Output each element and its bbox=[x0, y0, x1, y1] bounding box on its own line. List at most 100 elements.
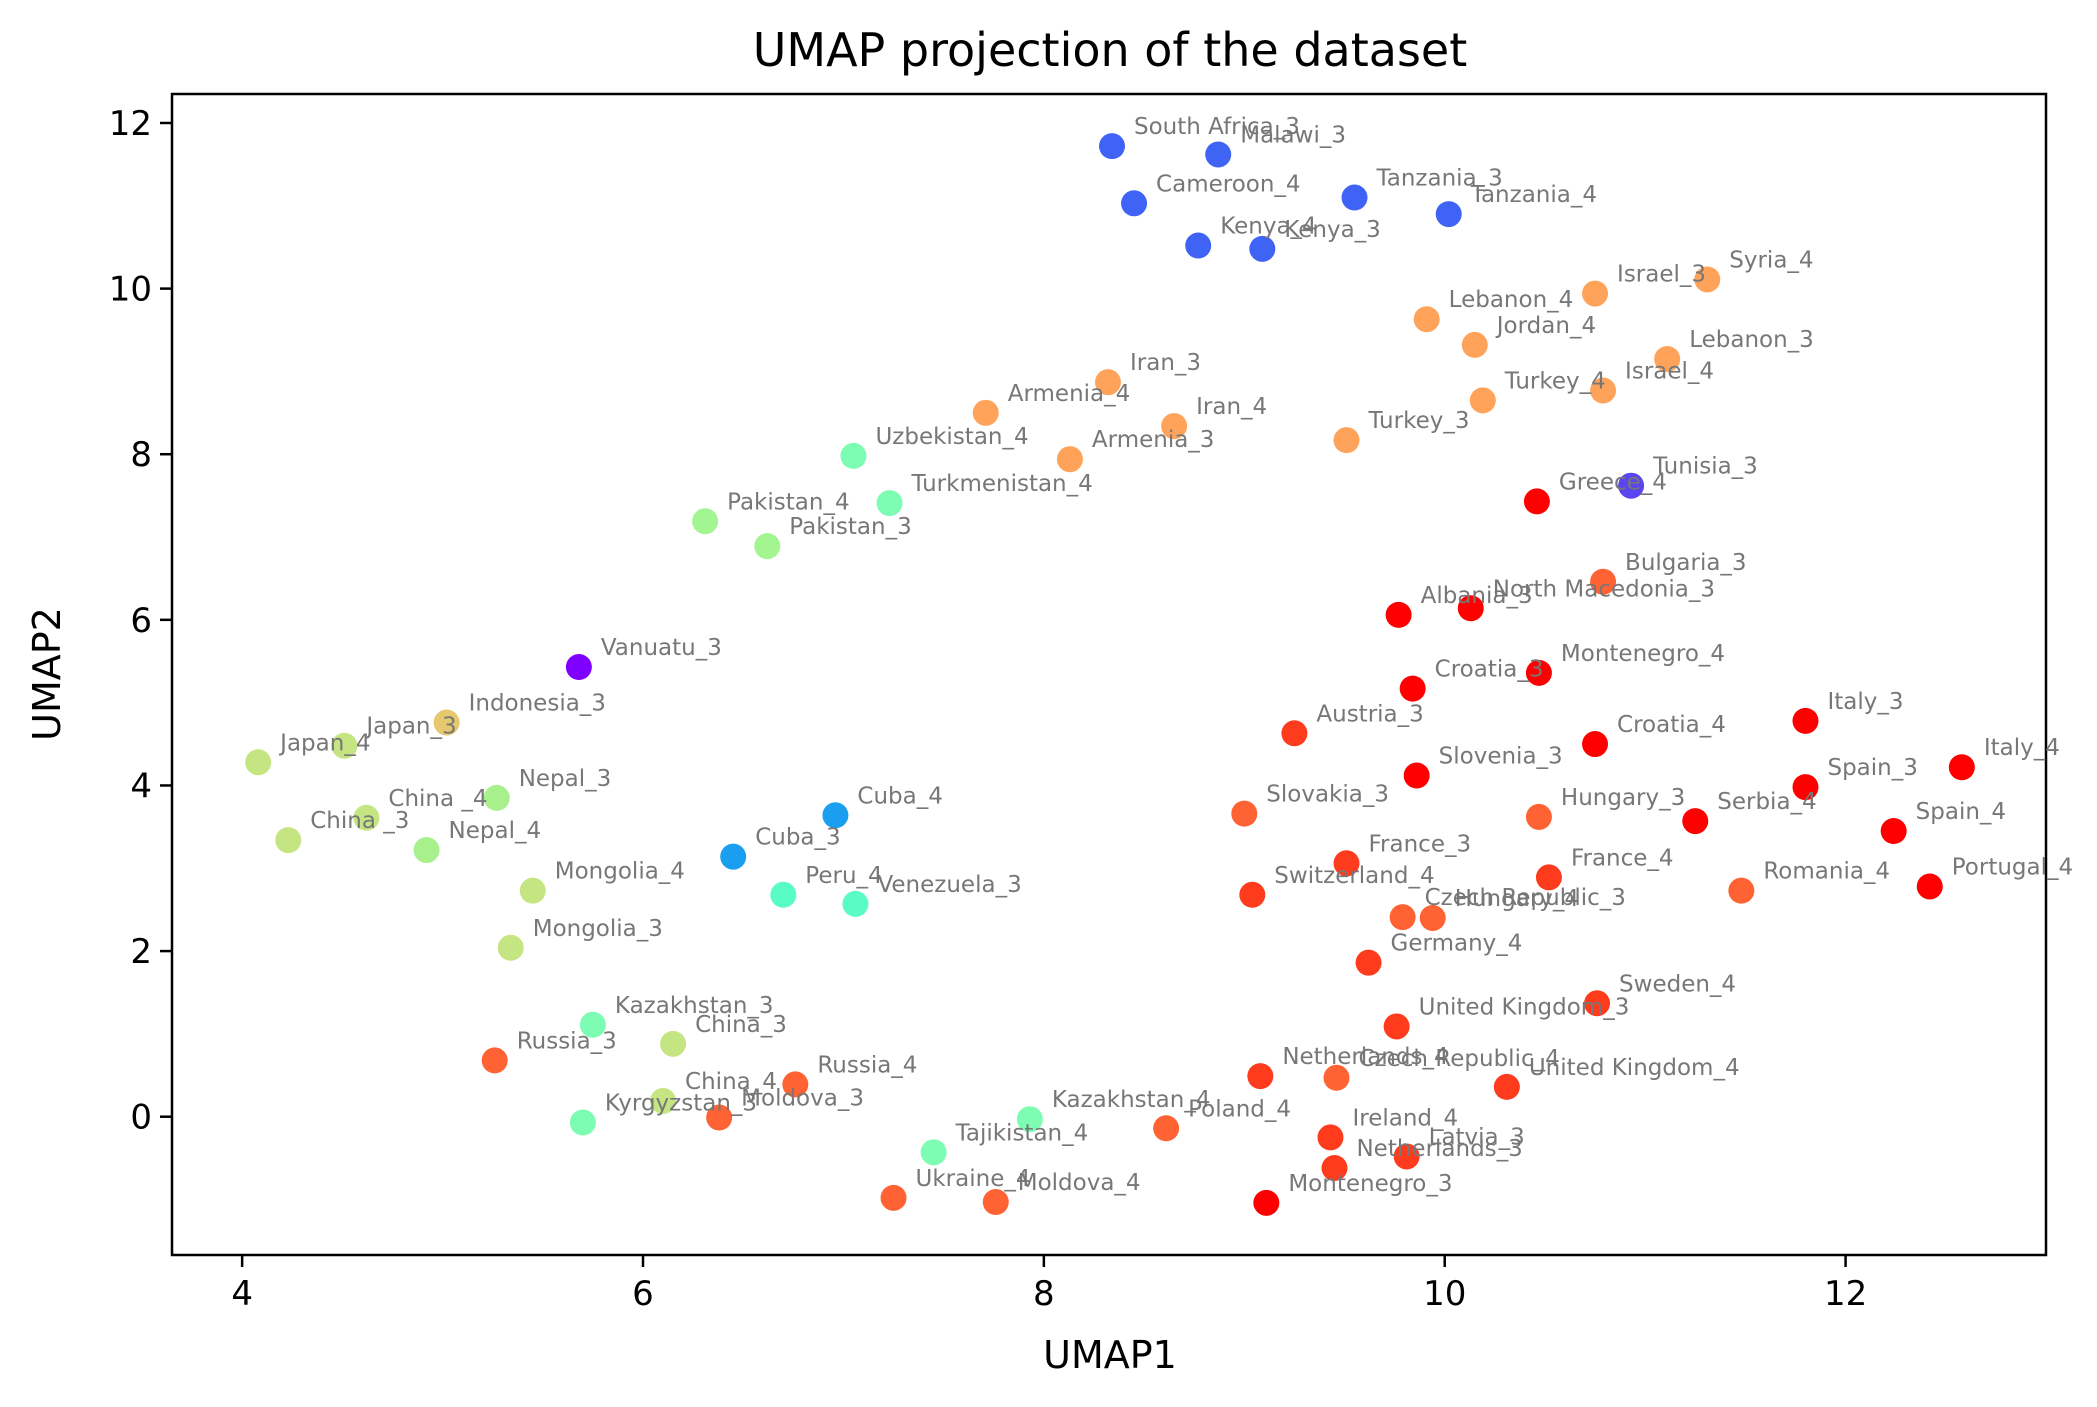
point-label: South Africa_3 bbox=[1134, 114, 1300, 140]
point-label: Russia_4 bbox=[817, 1052, 917, 1078]
point-label: Turkmenistan_4 bbox=[911, 471, 1093, 497]
x-tick-label: 8 bbox=[1033, 1274, 1055, 1314]
point-label: Indonesia_3 bbox=[469, 691, 606, 717]
data-point bbox=[1383, 1013, 1410, 1040]
point-label: Lebanon_3 bbox=[1689, 327, 1814, 353]
data-point bbox=[1792, 774, 1819, 801]
y-tick-label: 10 bbox=[109, 270, 152, 310]
data-point bbox=[1321, 1155, 1348, 1182]
point-label: Tanzania_3 bbox=[1376, 166, 1503, 192]
data-point bbox=[1682, 808, 1709, 835]
data-point bbox=[1355, 949, 1382, 976]
x-tick-label: 12 bbox=[1824, 1274, 1867, 1314]
point-label: Montenegro_3 bbox=[1288, 1171, 1452, 1197]
point-label: Russia_3 bbox=[517, 1028, 617, 1054]
y-axis-label: UMAP2 bbox=[25, 607, 69, 741]
y-axis-ticks: 0 2 4 6 8 10 12 bbox=[109, 104, 172, 1138]
point-label: Israel_3 bbox=[1617, 262, 1706, 288]
point-label: Bulgaria_3 bbox=[1625, 550, 1747, 576]
point-label: Nepal_3 bbox=[519, 766, 612, 792]
data-point bbox=[920, 1139, 947, 1166]
data-point bbox=[1393, 1143, 1420, 1170]
point-label: Italy_3 bbox=[1827, 689, 1903, 715]
data-point bbox=[1099, 133, 1126, 160]
data-point bbox=[1247, 1063, 1274, 1090]
data-point bbox=[1582, 280, 1609, 307]
data-point bbox=[770, 881, 797, 908]
point-label: Jordan_4 bbox=[1495, 313, 1596, 339]
point-label: Mongolia_3 bbox=[533, 916, 663, 942]
point-label: Serbia_4 bbox=[1717, 789, 1816, 815]
point-label: Ireland_4 bbox=[1352, 1105, 1458, 1131]
point-label: Kenya_3 bbox=[1284, 217, 1381, 243]
point-label: Poland_4 bbox=[1188, 1096, 1291, 1122]
point-label: Netherlands_3 bbox=[1356, 1136, 1522, 1162]
point-label: Cameroon_4 bbox=[1156, 171, 1301, 197]
point-label: Moldova_4 bbox=[1018, 1170, 1141, 1196]
point-label: Slovakia_3 bbox=[1266, 782, 1389, 808]
point-label: Croatia_4 bbox=[1617, 712, 1726, 738]
point-label: France_4 bbox=[1571, 845, 1674, 871]
point-label: Lebanon_4 bbox=[1449, 287, 1574, 313]
point-label: Kazakhstan_3 bbox=[615, 993, 774, 1019]
point-label: Ukraine_4 bbox=[916, 1166, 1031, 1192]
point-label: North Macedonia_3 bbox=[1493, 576, 1715, 602]
data-point bbox=[706, 1104, 733, 1131]
point-label: Hungary_3 bbox=[1561, 785, 1685, 811]
data-point bbox=[1728, 877, 1755, 904]
point-label: Cuba_3 bbox=[755, 825, 840, 851]
data-point bbox=[519, 877, 546, 904]
point-label: Switzerland_4 bbox=[1274, 863, 1434, 889]
data-point bbox=[1457, 595, 1484, 622]
data-point bbox=[1880, 818, 1907, 845]
data-point bbox=[1618, 472, 1645, 499]
point-label: Spain_4 bbox=[1916, 799, 2006, 825]
data-point bbox=[1016, 1106, 1043, 1133]
point-label: Greece_4 bbox=[1559, 469, 1667, 495]
point-label: Iran_3 bbox=[1130, 350, 1201, 376]
data-point bbox=[720, 843, 747, 870]
point-label: Venezuela_3 bbox=[877, 872, 1021, 898]
data-point bbox=[1916, 873, 1943, 900]
point-label: China _3 bbox=[310, 808, 409, 834]
point-label: Uzbekistan_4 bbox=[875, 424, 1028, 450]
data-point bbox=[497, 934, 524, 961]
data-point bbox=[1413, 306, 1440, 333]
point-label: Moldova_3 bbox=[741, 1086, 864, 1112]
point-label: Cuba_4 bbox=[857, 783, 942, 809]
data-point bbox=[245, 749, 272, 776]
data-point bbox=[660, 1030, 687, 1057]
data-point bbox=[1590, 568, 1617, 595]
point-label: Latvia_3 bbox=[1429, 1124, 1525, 1150]
data-point bbox=[1341, 184, 1368, 211]
data-point bbox=[1389, 904, 1416, 931]
points-layer bbox=[245, 133, 1975, 1216]
data-point bbox=[353, 804, 380, 831]
point-label: Pakistan_4 bbox=[727, 489, 849, 515]
data-point bbox=[782, 1071, 809, 1098]
point-label: Japan_3 bbox=[364, 714, 456, 740]
point-label: Croatia_3 bbox=[1435, 657, 1544, 683]
data-point bbox=[842, 890, 869, 917]
data-point bbox=[1584, 990, 1611, 1017]
data-point bbox=[840, 442, 867, 469]
data-point bbox=[1525, 659, 1552, 686]
data-point bbox=[1493, 1073, 1520, 1100]
data-point bbox=[483, 784, 510, 811]
y-tick-label: 4 bbox=[130, 766, 152, 806]
data-point bbox=[1948, 754, 1975, 781]
data-point bbox=[1161, 413, 1188, 440]
point-label: Spain_3 bbox=[1827, 755, 1917, 781]
point-label: United Kingdom_3 bbox=[1419, 994, 1630, 1020]
point-label: Germany_4 bbox=[1391, 931, 1523, 957]
data-point bbox=[822, 802, 849, 829]
y-tick-label: 2 bbox=[130, 932, 152, 972]
data-point bbox=[1231, 800, 1258, 827]
data-point bbox=[1399, 675, 1426, 702]
data-point bbox=[1654, 345, 1681, 372]
y-tick-label: 6 bbox=[130, 601, 152, 641]
point-label: Czech Republic_4 bbox=[1358, 1046, 1559, 1072]
data-point bbox=[692, 508, 719, 535]
